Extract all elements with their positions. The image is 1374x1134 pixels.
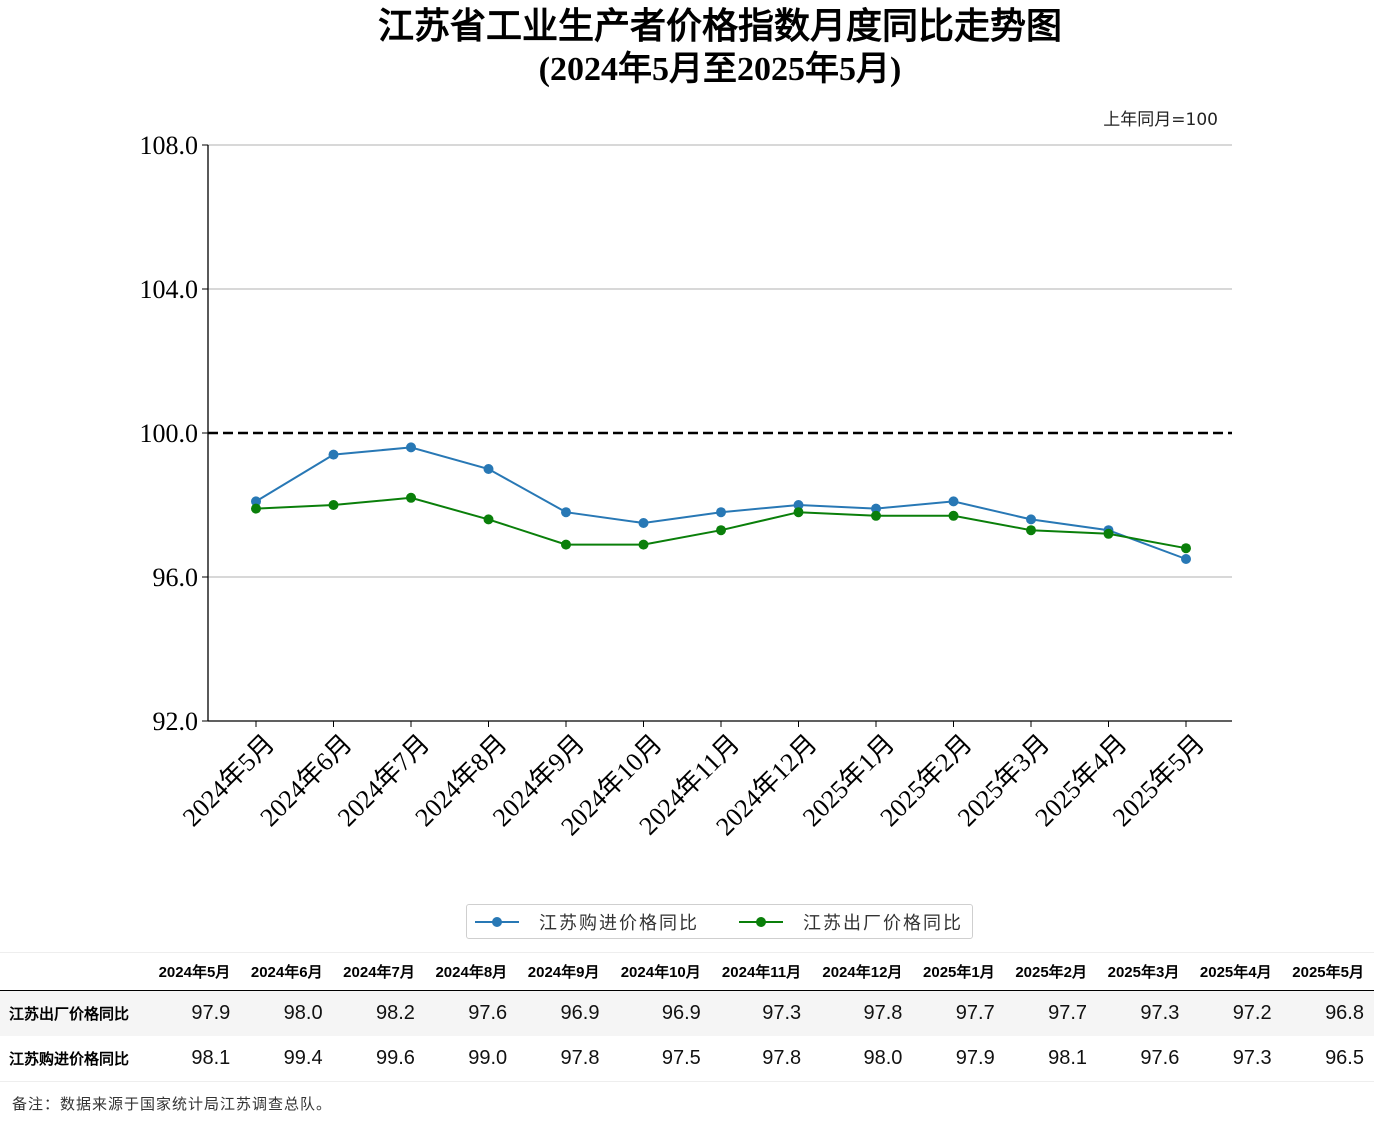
chart-subtitle: (2024年5月至2025年5月) [539,50,902,88]
data-point [251,503,261,514]
legend-marker-output-icon [739,915,783,929]
table-cell: 96.9 [560,1002,600,1024]
table-column-header: 2024年5月 [148,952,241,991]
series-purchase [251,442,1191,564]
data-point [1026,525,1036,536]
y-tick-label: 96.0 [153,563,199,592]
footnote: 备注：数据来源于国家统计局江苏调查总队。 [12,1095,333,1113]
table-column-header: 2024年9月 [517,952,610,991]
data-point [483,514,494,525]
data-point [871,510,881,521]
data-point [1181,543,1191,554]
table-cell: 98.0 [863,1047,903,1069]
table-column-header: 2024年11月 [710,952,812,991]
table-cell: 97.3 [1140,1002,1180,1024]
data-point [251,496,261,507]
data-point [948,496,959,507]
series-line [255,496,1187,550]
data-point [793,500,804,510]
table-cell: 98.0 [283,1002,323,1024]
table-cell: 96.9 [661,1002,701,1024]
data-point [638,518,649,528]
table-cell: 99.0 [468,1047,508,1069]
legend-label-purchase: 江苏购进价格同比 [539,912,699,934]
legend-marker-purchase-icon [475,915,519,929]
table-cell: 98.1 [1048,1047,1088,1069]
table-cell: 98.2 [375,1002,415,1024]
data-point [561,539,571,550]
table-column-header: 2024年12月 [811,952,913,991]
table-column-header: 2024年6月 [240,952,333,991]
table-cell: 97.3 [1232,1047,1272,1069]
data-table: 2024年5月 2024年6月 2024年7月 2024年8月 2024年9月 … [0,952,1374,1082]
chart-title: 江苏省工业生产者价格指数月度同比走势图 [378,6,1062,46]
table-row-purchase: 江苏购进价格同比 98.1 99.4 99.6 99.0 97.8 97.5 9… [0,1036,1374,1082]
table-cell: 97.8 [863,1002,903,1024]
table-column-header: 2024年10月 [609,952,711,991]
y-tick-label: 104.0 [140,275,199,304]
table-column-header: 2025年1月 [912,952,1005,991]
data-point [716,525,726,536]
table-cell: 97.8 [762,1047,802,1069]
table-column-header: 2024年7月 [332,952,425,991]
y-tick-label: 92.0 [153,707,199,736]
data-point [1026,514,1036,525]
table-cell: 97.7 [1048,1002,1088,1024]
y-tick-label: 100.0 [140,419,199,448]
table-column-header: 2025年3月 [1097,952,1190,991]
table-row-output: 江苏出厂价格同比 97.9 98.0 98.2 97.6 96.9 96.9 9… [0,990,1374,1036]
legend-item-purchase[interactable]: 江苏购进价格同比 [475,909,699,935]
data-point [328,500,339,510]
legend-label-output: 江苏出厂价格同比 [803,912,963,934]
table-cell: 97.2 [1232,1002,1272,1024]
table-cell: 97.6 [1140,1047,1180,1069]
y-tick-label: 108.0 [140,131,199,160]
grid-lines [208,144,1232,722]
table-cell: 97.6 [468,1002,508,1024]
table-column-header: 2025年4月 [1189,952,1282,991]
table-cell: 96.5 [1325,1047,1364,1069]
data-point [871,503,881,514]
series-output [251,492,1191,554]
table-cell: 96.8 [1325,1002,1364,1024]
table-header-row: 2024年5月 2024年6月 2024年7月 2024年8月 2024年9月 … [0,952,1374,991]
table-corner [0,952,148,991]
data-point [1103,528,1114,539]
data-point [328,449,339,460]
data-point [716,507,726,518]
table-cell: 98.1 [191,1047,231,1069]
legend: 江苏购进价格同比 江苏出厂价格同比 [466,904,973,939]
table-row-label: 江苏购进价格同比 [9,1050,130,1068]
data-point [638,539,649,550]
table-cell: 97.9 [191,1002,231,1024]
base-note: 上年同月=100 [1103,110,1218,130]
table-cell: 97.9 [955,1047,995,1069]
table-cell: 97.3 [762,1002,802,1024]
data-point [483,464,494,474]
table-cell: 99.6 [375,1047,415,1069]
table-column-header: 2025年2月 [1004,952,1098,991]
table-column-header: 2025年5月 [1281,952,1374,991]
series-line [255,446,1187,560]
legend-item-output[interactable]: 江苏出厂价格同比 [739,909,963,935]
data-point [406,492,416,503]
table-cell: 97.5 [661,1047,701,1069]
table-cell: 97.7 [955,1002,995,1024]
data-point [1181,554,1191,564]
table-column-header: 2024年8月 [424,952,518,991]
series [251,442,1191,564]
chart: 江苏省工业生产者价格指数月度同比走势图 (2024年5月至2025年5月) 上年… [140,6,1232,841]
table-cell: 99.4 [283,1047,323,1069]
data-point [561,507,571,518]
table-row-label: 江苏出厂价格同比 [9,1005,130,1023]
y-axis-ticks: 92.0 96.0 100.0 104.0 108.0 [140,131,208,736]
data-point [793,507,804,518]
data-point [406,442,416,453]
table-cell: 97.8 [560,1047,600,1069]
data-point [948,510,959,521]
x-axis-ticks: 2024年5月2024年6月2024年7月2024年8月2024年9月2024年… [177,721,1210,841]
